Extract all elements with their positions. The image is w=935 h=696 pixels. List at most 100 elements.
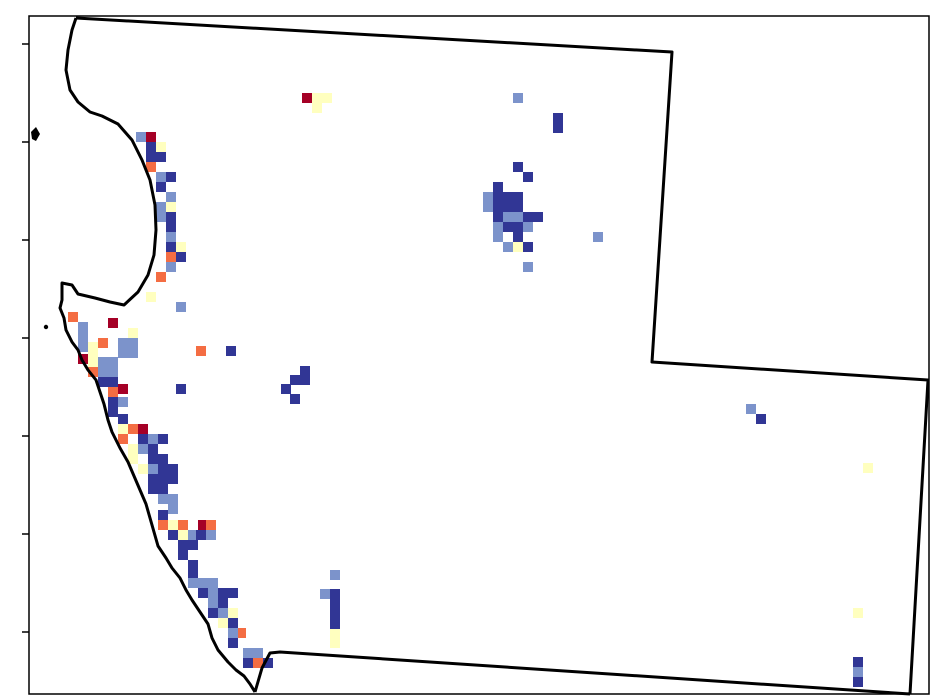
raster-cell-darkblue	[196, 530, 206, 540]
raster-cell-paleyellow	[88, 342, 98, 352]
raster-cell-darkred	[138, 424, 148, 434]
raster-cell-lightblue	[118, 397, 128, 407]
raster-cell-darkblue	[513, 232, 523, 242]
raster-cell-paleyellow	[330, 638, 340, 648]
raster-cell-darkblue	[188, 540, 198, 550]
raster-cell-orange	[146, 162, 156, 172]
raster-cell-darkblue	[281, 384, 291, 394]
raster-cell-darkblue	[166, 222, 176, 232]
raster-cell-darkblue	[158, 454, 168, 464]
raster-cell-lightblue	[208, 578, 218, 588]
raster-cell-darkblue	[98, 377, 108, 387]
raster-cell-orange	[158, 520, 168, 530]
raster-cells	[68, 93, 873, 687]
raster-cell-darkblue	[178, 550, 188, 560]
raster-cell-darkblue	[158, 474, 168, 484]
raster-cell-darkblue	[166, 242, 176, 252]
raster-cell-lightblue	[243, 648, 253, 658]
raster-cell-lightblue	[513, 93, 523, 103]
raster-cell-darkblue	[853, 657, 863, 667]
raster-cell-darkblue	[533, 212, 543, 222]
raster-cell-darkred	[302, 93, 312, 103]
raster-cell-darkblue	[188, 560, 198, 570]
raster-cell-darkblue	[208, 608, 218, 618]
raster-cell-paleyellow	[863, 463, 873, 473]
raster-cell-paleyellow	[128, 444, 138, 454]
raster-cell-lightblue	[493, 232, 503, 242]
raster-cell-darkblue	[228, 588, 238, 598]
raster-cell-lightblue	[156, 202, 166, 212]
raster-cell-paleyellow	[128, 328, 138, 338]
raster-cell-darkblue	[263, 658, 273, 668]
raster-cell-paleyellow	[168, 520, 178, 530]
raster-cell-lightblue	[136, 132, 146, 142]
raster-cell-orange	[88, 367, 98, 377]
raster-cell-orange	[128, 424, 138, 434]
raster-cell-orange	[206, 520, 216, 530]
y-axis-ticks	[22, 43, 29, 633]
raster-cell-paleyellow	[156, 142, 166, 152]
raster-cell-paleyellow	[128, 454, 138, 464]
raster-cell-orange	[108, 387, 118, 397]
raster-cell-lightblue	[330, 570, 340, 580]
raster-cell-paleyellow	[513, 242, 523, 252]
raster-cell-darkblue	[168, 474, 178, 484]
raster-cell-lightblue	[493, 222, 503, 232]
raster-cell-paleyellow	[138, 464, 148, 474]
raster-cell-lightblue	[228, 628, 238, 638]
raster-cell-darkblue	[493, 182, 503, 192]
raster-cell-lightblue	[108, 367, 118, 377]
raster-cell-lightblue	[523, 262, 533, 272]
raster-cell-darkblue	[108, 397, 118, 407]
raster-cell-lightblue	[166, 192, 176, 202]
raster-cell-darkblue	[290, 394, 300, 404]
raster-cell-lightblue	[853, 667, 863, 677]
raster-cell-lightblue	[138, 444, 148, 454]
raster-cell-orange	[178, 520, 188, 530]
raster-cell-lightblue	[503, 212, 513, 222]
island-dot	[43, 324, 49, 330]
raster-cell-lightblue	[513, 212, 523, 222]
raster-cell-orange	[196, 346, 206, 356]
raster-cell-darkblue	[156, 152, 166, 162]
raster-cell-orange	[68, 312, 78, 322]
raster-cell-lightblue	[148, 434, 158, 444]
raster-cell-darkblue	[158, 464, 168, 474]
raster-cell-lightblue	[206, 530, 216, 540]
raster-cell-darkblue	[503, 222, 513, 232]
raster-cell-darkblue	[553, 123, 563, 133]
raster-cell-darkblue	[493, 192, 503, 202]
raster-cell-paleyellow	[118, 424, 128, 434]
raster-cell-lightblue	[593, 232, 603, 242]
raster-cell-lightblue	[208, 588, 218, 598]
raster-cell-paleyellow	[312, 103, 322, 113]
raster-cell-lightblue	[253, 648, 263, 658]
raster-cell-darkblue	[228, 638, 238, 648]
raster-cell-darkblue	[178, 540, 188, 550]
raster-cell-lightblue	[208, 598, 218, 608]
raster-cell-darkblue	[226, 346, 236, 356]
raster-cell-darkblue	[330, 599, 340, 609]
raster-cell-paleyellow	[228, 608, 238, 618]
raster-cell-lightblue	[523, 222, 533, 232]
raster-cell-darkblue	[503, 192, 513, 202]
raster-cell-paleyellow	[88, 352, 98, 362]
raster-cell-darkblue	[148, 484, 158, 494]
raster-cell-darkblue	[146, 142, 156, 152]
raster-cell-darkblue	[218, 588, 228, 598]
raster-cell-lightblue	[128, 348, 138, 358]
raster-cell-paleyellow	[176, 242, 186, 252]
raster-cell-darkblue	[330, 609, 340, 619]
raster-cell-darkblue	[148, 474, 158, 484]
raster-cell-darkred	[146, 132, 156, 142]
raster-cell-lightblue	[320, 589, 330, 599]
raster-cell-darkblue	[300, 375, 310, 385]
raster-cell-lightblue	[483, 192, 493, 202]
raster-cell-paleyellow	[312, 93, 322, 103]
raster-cell-darkblue	[146, 152, 156, 162]
raster-cell-lightblue	[148, 464, 158, 474]
raster-cell-darkblue	[330, 619, 340, 629]
raster-cell-darkblue	[138, 434, 148, 444]
raster-cell-paleyellow	[178, 530, 188, 540]
